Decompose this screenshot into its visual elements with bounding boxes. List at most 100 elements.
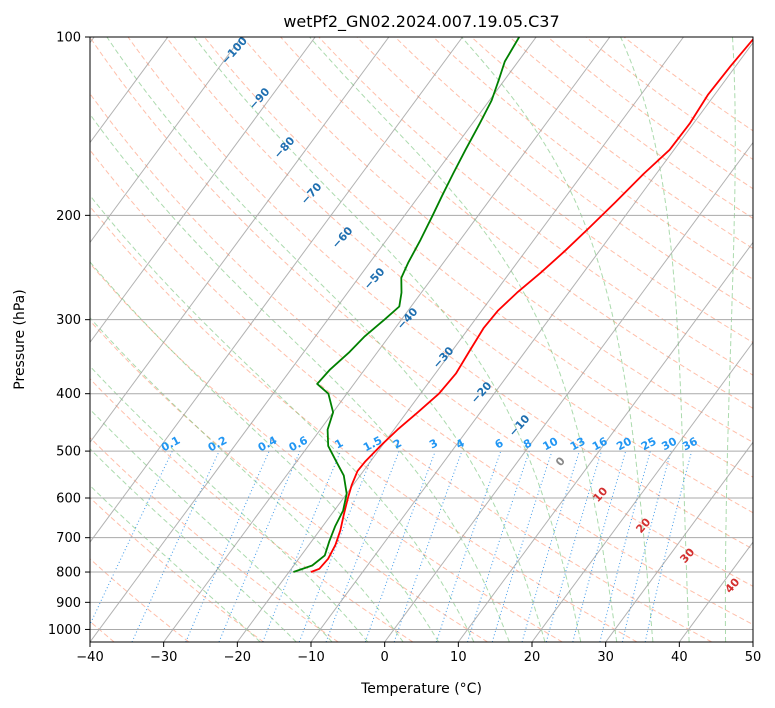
y-tick-label: 500: [56, 445, 81, 460]
isotherm-line: [310, 41, 753, 642]
dry-adiabat-line: [318, 37, 753, 376]
isotherm-line: [236, 37, 684, 642]
mixing-ratio-label: 6: [493, 436, 506, 451]
mixing-ratio-label: 30: [659, 435, 679, 454]
mixing-ratio-label: 10: [541, 435, 561, 454]
moist-adiabat-line: [90, 317, 404, 642]
chart-title: wetPf2_GN02.2024.007.19.05.C37: [283, 12, 559, 32]
mixing-ratio-line: [364, 450, 436, 642]
mixing-ratio-line: [435, 450, 502, 642]
x-tick-label: 0: [381, 650, 389, 665]
dry-adiabat-line: [90, 320, 488, 642]
mixing-ratio-line: [393, 450, 463, 642]
mixing-ratio-line: [90, 450, 173, 626]
line-labels: −100−90−80−70−60−50−40−30−20−10010203040…: [159, 34, 743, 596]
dry-adiabat-line: [547, 37, 753, 190]
mixing-ratio-label: 25: [639, 435, 659, 454]
isotherm-line: [605, 441, 753, 642]
moist-adiabat-label: 20: [633, 515, 653, 535]
x-tick-label: 30: [597, 650, 614, 665]
dry-adiabat-line: [280, 37, 753, 409]
dry-adiabat-line: [90, 205, 638, 642]
x-tick-label: −10: [297, 650, 324, 665]
dry-adiabat-label: −60: [329, 224, 355, 251]
isotherm-line: [90, 37, 316, 344]
isotherm-line: [90, 37, 390, 444]
x-tick-label: −30: [150, 650, 177, 665]
moist-adiabat-label: 10: [590, 484, 610, 504]
isotherm-line: [163, 37, 611, 642]
mixing-ratio-label: 36: [680, 435, 700, 454]
mixing-ratio-label: 3: [427, 436, 440, 451]
dry-adiabat-line: [432, 37, 753, 280]
y-tick-label: 400: [56, 387, 81, 402]
mixing-ratio-label: 8: [521, 436, 534, 451]
mixing-ratio-label: 1: [333, 436, 346, 451]
dry-adiabat-line: [90, 437, 339, 642]
x-tick-label: 10: [450, 650, 467, 665]
x-tick-label: 40: [671, 650, 688, 665]
dry-adiabat-label: −90: [246, 85, 272, 112]
mixing-ratio-line: [325, 450, 400, 642]
moist-adiabat-line: [106, 37, 546, 642]
x-tick-label: −40: [76, 650, 103, 665]
background-lines: [90, 37, 753, 642]
y-tick-label: 1000: [48, 623, 81, 638]
mixing-ratio-line: [599, 450, 651, 642]
mixing-ratio-line: [572, 450, 627, 642]
moist-adiabat-label: 0: [553, 454, 568, 469]
y-axis-label: Pressure (hPa): [12, 289, 28, 389]
dry-adiabat-line: [623, 37, 753, 132]
grid-lines: [90, 37, 753, 642]
mixing-ratio-line: [131, 450, 220, 642]
mixing-ratio-line: [218, 450, 301, 642]
y-tick-label: 300: [56, 313, 81, 328]
y-tick-label: 600: [56, 492, 81, 507]
x-axis-label: Temperature (°C): [360, 681, 482, 697]
dry-adiabat-line: [90, 496, 264, 642]
dry-adiabat-label: −40: [394, 305, 420, 332]
moist-adiabat-line: [90, 261, 439, 642]
dry-adiabat-line: [127, 37, 753, 550]
dry-adiabat-label: −10: [506, 412, 532, 439]
dry-adiabat-line: [394, 37, 753, 312]
x-axis-ticks: −40 −30 −20 −10 0 10 20 30 40 50: [76, 642, 761, 665]
dry-adiabat-label: −30: [430, 344, 456, 371]
mixing-ratio-line: [185, 450, 270, 642]
dry-adiabat-label: −70: [298, 180, 324, 207]
mixing-ratio-label: 16: [590, 435, 610, 454]
dry-adiabat-line: [90, 92, 753, 626]
moist-adiabat-line: [620, 37, 690, 642]
plot-frame: [89, 36, 754, 643]
y-tick-label: 700: [56, 531, 81, 546]
mixing-ratio-line: [545, 450, 602, 642]
isotherm-line: [90, 37, 242, 244]
mixing-ratio-line: [621, 450, 672, 642]
dry-adiabat-line: [585, 37, 753, 161]
mixing-ratio-label: 13: [568, 435, 588, 454]
dry-adiabat-label: −80: [271, 134, 297, 161]
isotherm-line: [90, 37, 463, 543]
isotherm-line: [457, 241, 753, 642]
moist-adiabat-line: [461, 37, 654, 642]
y-tick-label: 100: [56, 31, 81, 46]
isotherm-line: [384, 141, 753, 642]
x-tick-label: −20: [224, 650, 251, 665]
dry-adiabat-line: [356, 37, 753, 344]
moist-adiabat-line: [90, 408, 333, 642]
y-tick-label: 200: [56, 209, 81, 224]
dry-adiabat-line: [242, 37, 753, 443]
isotherm-line: [90, 37, 169, 144]
moist-adiabat-line: [90, 194, 475, 642]
mixing-ratio-label: 20: [614, 435, 634, 454]
dry-adiabat-line: [471, 37, 753, 250]
moist-adiabat-line: [309, 37, 618, 642]
temperature-line: [310, 37, 753, 573]
mixing-ratio-line: [298, 450, 375, 642]
moist-adiabat-line: [90, 448, 297, 642]
mixing-ratio-line: [262, 450, 342, 642]
y-tick-label: 800: [56, 566, 81, 581]
y-tick-label: 900: [56, 596, 81, 611]
moist-adiabat-line: [193, 37, 582, 642]
